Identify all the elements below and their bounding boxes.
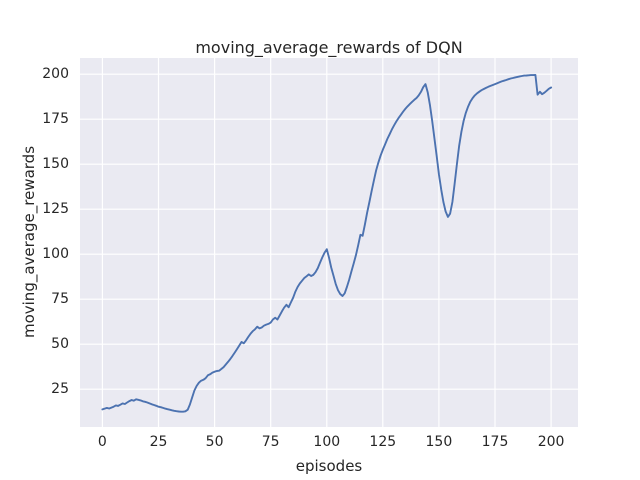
x-axis-label: episodes [295,457,363,475]
y-tick-label: 75 [51,291,69,308]
y-tick-label: 200 [42,66,69,83]
x-tick-label: 75 [261,434,280,450]
y-tick-label: 100 [42,246,69,263]
x-tick-label: 125 [369,434,397,450]
y-tick-label: 150 [42,156,69,173]
y-tick-label: 175 [42,111,69,128]
x-tick-label: 175 [481,434,509,450]
y-tick-label: 25 [51,381,69,398]
axes-background [80,58,578,427]
x-tick-label: 25 [149,434,168,450]
y-tick-label: 125 [42,201,69,218]
x-tick-label: 0 [97,434,107,450]
x-tick-label: 50 [205,434,224,450]
y-axis-label: moving_average_rewards [20,145,38,339]
x-tick-label: 150 [425,434,453,450]
x-tick-label: 200 [537,434,565,450]
reward-line-series [101,73,553,413]
chart-title: moving_average_rewards of DQN [195,38,463,57]
x-tick-label: 100 [313,434,341,450]
y-tick-label: 50 [51,336,69,353]
